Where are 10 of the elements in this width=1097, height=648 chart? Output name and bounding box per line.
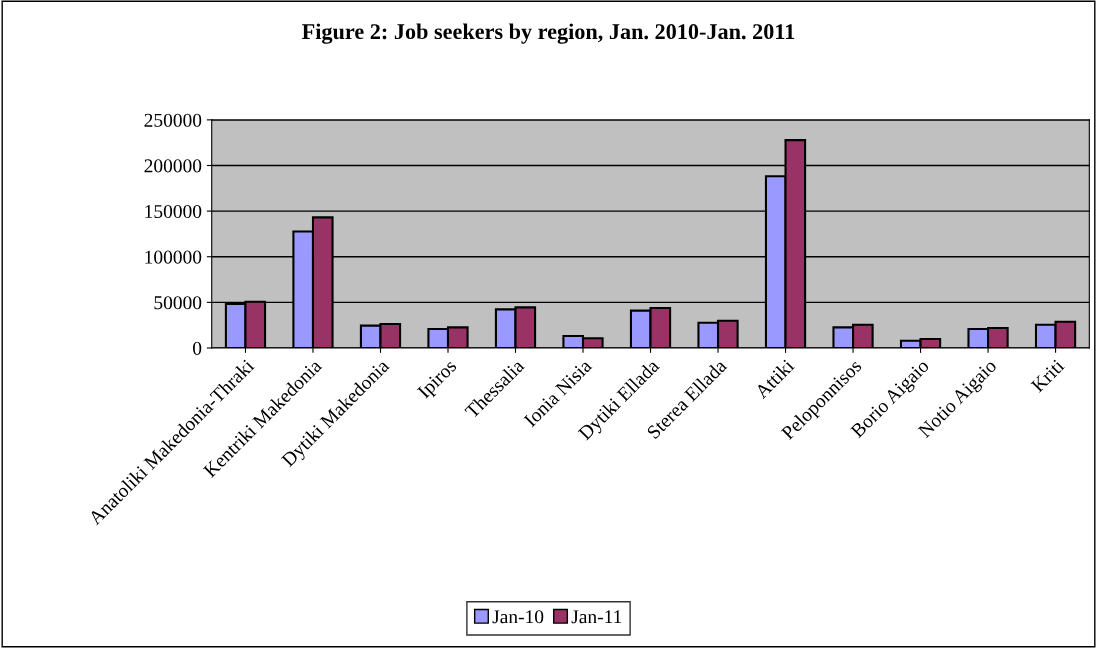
- legend-label: Jan-10: [492, 610, 544, 624]
- x-tick-label: Kriti: [1030, 358, 1065, 393]
- y-tick-label: 100000: [145, 250, 202, 264]
- y-tick-label: 0: [193, 341, 202, 355]
- chart-title: Figure 2: Job seekers by region, Jan. 2010-Jan. 2011: [302, 23, 795, 44]
- y-tick-label: 50000: [154, 296, 202, 310]
- legend-label: Jan-11: [571, 610, 622, 624]
- y-tick-label: 250000: [144, 113, 202, 127]
- y-tick-label: 200000: [144, 159, 202, 173]
- y-tick-label: 150000: [145, 204, 202, 219]
